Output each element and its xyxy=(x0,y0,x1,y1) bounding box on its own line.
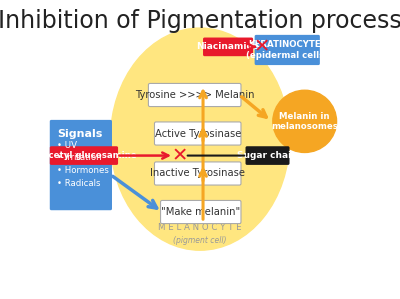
Text: Active Tyrosinase: Active Tyrosinase xyxy=(154,129,241,138)
Text: Sugar chain: Sugar chain xyxy=(237,151,298,160)
Text: ✕: ✕ xyxy=(171,146,188,165)
Text: M E L A N O C Y T E: M E L A N O C Y T E xyxy=(158,223,242,233)
FancyBboxPatch shape xyxy=(154,162,241,185)
Text: KERATINOCYTES
(epidermal cells): KERATINOCYTES (epidermal cells) xyxy=(246,40,328,60)
Ellipse shape xyxy=(110,28,290,250)
FancyBboxPatch shape xyxy=(255,35,320,65)
FancyBboxPatch shape xyxy=(203,38,253,56)
Text: N-acetyl glucosamine: N-acetyl glucosamine xyxy=(32,151,136,160)
Text: "Make melanin": "Make melanin" xyxy=(161,207,240,217)
FancyBboxPatch shape xyxy=(50,146,118,165)
Text: Inhibition of Pigmentation process: Inhibition of Pigmentation process xyxy=(0,9,400,33)
Text: Signals: Signals xyxy=(57,129,102,139)
FancyBboxPatch shape xyxy=(148,83,241,106)
Text: Melanin in
melanosomes: Melanin in melanosomes xyxy=(271,112,338,131)
Circle shape xyxy=(273,90,336,152)
Text: (pigment cell): (pigment cell) xyxy=(173,236,227,245)
FancyBboxPatch shape xyxy=(246,146,290,165)
FancyBboxPatch shape xyxy=(154,122,241,145)
FancyBboxPatch shape xyxy=(160,200,241,224)
Text: ✕: ✕ xyxy=(254,37,270,56)
Text: Tyrosine >>>> Melanin: Tyrosine >>>> Melanin xyxy=(135,90,254,100)
Text: • UV
• Irritation
• Hormones
• Radicals: • UV • Irritation • Hormones • Radicals xyxy=(57,141,109,188)
Text: Niacinamide: Niacinamide xyxy=(196,42,260,51)
Text: Inactive Tyrosinase: Inactive Tyrosinase xyxy=(150,169,245,179)
FancyBboxPatch shape xyxy=(50,120,112,210)
